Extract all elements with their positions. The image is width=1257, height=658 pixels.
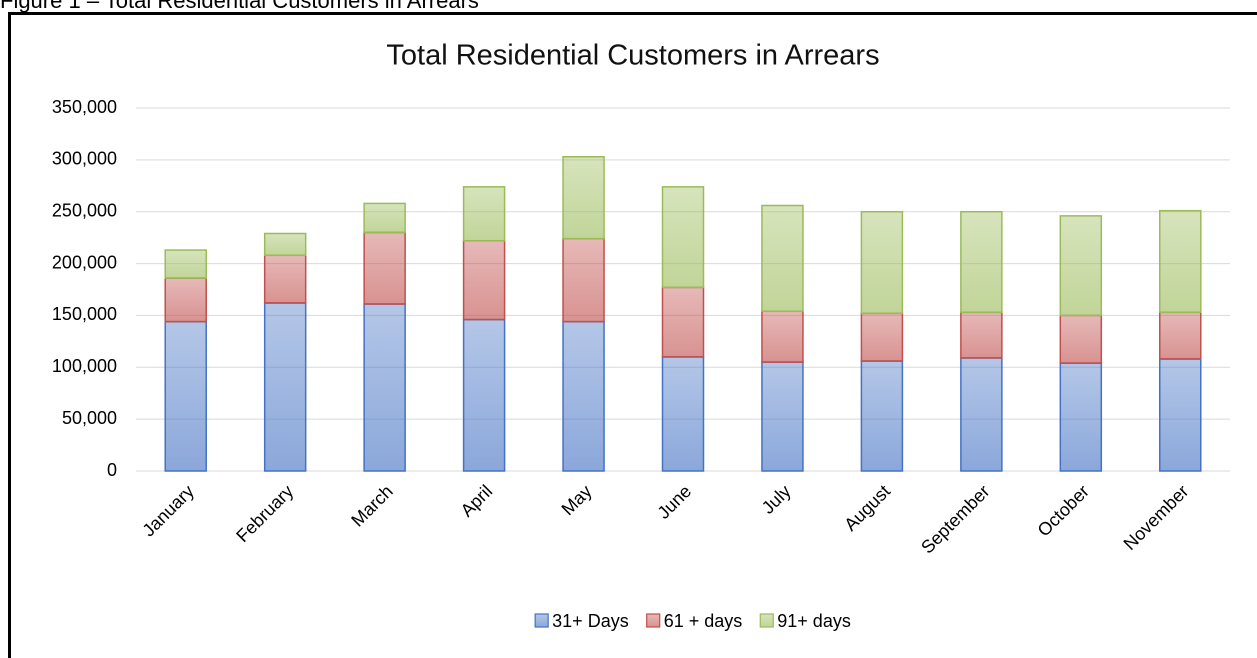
x-tick-label: June xyxy=(653,481,695,523)
chart-title: Total Residential Customers in Arrears xyxy=(386,40,879,72)
bar-segment xyxy=(1159,311,1202,360)
bar-segment xyxy=(1059,314,1103,364)
x-tick-label: September xyxy=(917,481,993,557)
bar-segment xyxy=(860,360,904,472)
bar-segment xyxy=(363,231,406,305)
bar-segment xyxy=(960,357,1003,472)
bar-segment xyxy=(263,254,307,304)
bar-segment xyxy=(1159,209,1202,314)
bar-segment xyxy=(661,356,705,472)
chart-border xyxy=(8,12,1257,658)
bar-segment xyxy=(562,237,605,323)
bar-segment xyxy=(1059,215,1103,317)
bar-segment xyxy=(263,302,307,472)
bar-segment xyxy=(960,210,1003,314)
y-tick-label: 300,000 xyxy=(52,149,117,169)
legend-swatch xyxy=(534,613,549,628)
bar-segment xyxy=(164,277,207,323)
legend-label: 31+ Days xyxy=(552,611,629,631)
y-tick-label: 100,000 xyxy=(52,356,117,376)
legend-label: 61 + days xyxy=(664,611,743,631)
bar-segment xyxy=(661,186,705,289)
bar-segment xyxy=(1159,358,1202,472)
x-tick-label: August xyxy=(840,481,894,535)
y-tick-label: 350,000 xyxy=(52,97,117,117)
bar-segment xyxy=(164,320,207,472)
x-tick-label: April xyxy=(457,481,497,521)
bar-segment xyxy=(761,310,804,363)
bar-segment xyxy=(562,155,605,240)
y-tick-label: 250,000 xyxy=(52,200,117,220)
bar-segment xyxy=(462,186,506,242)
bar-segment xyxy=(661,286,705,358)
bar-segment xyxy=(960,311,1003,359)
bar-segment xyxy=(860,210,904,315)
bar-segment xyxy=(761,204,804,313)
bar-segment xyxy=(363,303,406,472)
bar-segment xyxy=(462,240,506,321)
x-tick-label: February xyxy=(232,481,297,546)
bar-segment xyxy=(1059,362,1103,472)
bar-segment xyxy=(164,249,207,279)
x-tick-label: March xyxy=(347,481,397,531)
legend-swatch xyxy=(759,613,774,628)
y-tick-label: 0 xyxy=(107,460,117,480)
x-tick-label: October xyxy=(1034,481,1093,540)
figure-caption: Figure 1 – Total Residential Customers i… xyxy=(0,0,479,13)
y-tick-label: 150,000 xyxy=(52,304,117,324)
bar-segment xyxy=(462,318,506,472)
legend-swatch xyxy=(646,613,661,628)
legend-label: 91+ days xyxy=(777,611,851,631)
x-tick-label: July xyxy=(758,481,795,518)
bar-segment xyxy=(860,312,904,362)
x-tick-label: May xyxy=(558,481,596,519)
bar-segment xyxy=(761,361,804,472)
x-tick-label: January xyxy=(138,481,197,540)
x-tick-label: November xyxy=(1120,481,1193,554)
legend: 31+ Days 61 + days 91+ days xyxy=(534,611,851,631)
bar-segment xyxy=(562,320,605,472)
y-tick-label: 50,000 xyxy=(62,408,117,428)
bar-segment xyxy=(263,232,307,257)
y-tick-label: 200,000 xyxy=(52,252,117,272)
bar-segment xyxy=(363,202,406,234)
